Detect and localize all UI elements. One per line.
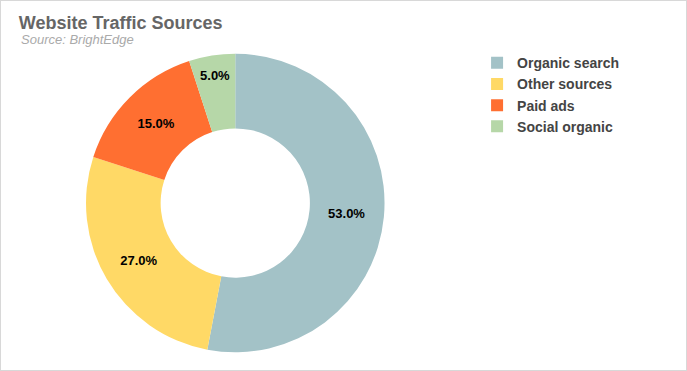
svg-text:Social organic: Social organic bbox=[517, 119, 613, 135]
svg-text:53.0%: 53.0% bbox=[328, 206, 365, 221]
svg-text:27.0%: 27.0% bbox=[120, 253, 157, 268]
svg-text:5.0%: 5.0% bbox=[200, 68, 230, 83]
svg-text:Organic search: Organic search bbox=[517, 55, 619, 71]
svg-text:Source: BrightEdge: Source: BrightEdge bbox=[21, 32, 134, 47]
svg-text:Other sources: Other sources bbox=[517, 76, 612, 92]
svg-text:Website Traffic Sources: Website Traffic Sources bbox=[19, 13, 223, 33]
svg-text:Paid ads: Paid ads bbox=[517, 98, 575, 114]
svg-text:15.0%: 15.0% bbox=[137, 116, 174, 131]
